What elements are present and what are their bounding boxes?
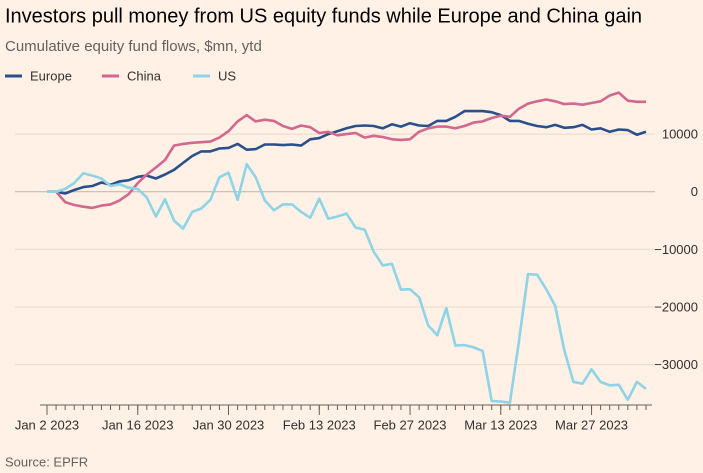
x-tick-label: Mar 27 2023 [555, 417, 628, 432]
y-tick-label: −30000 [654, 357, 698, 372]
x-tick-label: Jan 2 2023 [15, 417, 79, 432]
x-tick-label: Jan 30 2023 [193, 417, 265, 432]
x-tick-label: Feb 13 2023 [283, 417, 356, 432]
x-tick-label: Jan 16 2023 [102, 417, 174, 432]
y-tick-label: 0 [691, 184, 698, 199]
y-tick-label: −20000 [654, 299, 698, 314]
legend-label: US [218, 68, 236, 83]
legend-label: China [127, 68, 162, 83]
series-line [47, 91, 646, 210]
chart-subtitle: Cumulative equity fund flows, $mn, ytd [5, 38, 262, 55]
x-tick-label: Mar 13 2023 [464, 417, 537, 432]
legend-label: Europe [30, 68, 72, 83]
y-tick-label: −10000 [654, 242, 698, 257]
y-tick-label: 10000 [662, 127, 698, 142]
source: Source: EPFR [5, 454, 88, 469]
x-tick-label: Feb 27 2023 [374, 417, 447, 432]
series-line [47, 162, 647, 404]
chart-title: Investors pull money from US equity fund… [5, 5, 642, 27]
